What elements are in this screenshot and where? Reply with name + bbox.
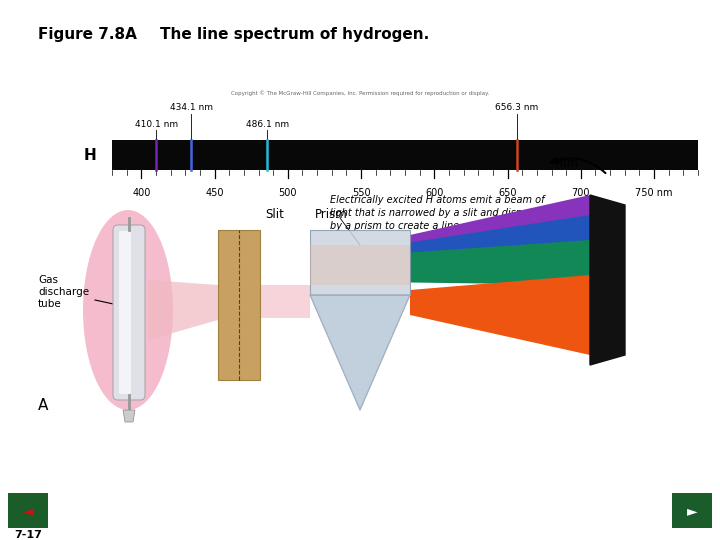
Polygon shape bbox=[310, 230, 410, 295]
Polygon shape bbox=[310, 295, 410, 410]
Text: 750 nm: 750 nm bbox=[635, 188, 672, 198]
Text: ►: ► bbox=[687, 504, 697, 518]
Text: 486.1 nm: 486.1 nm bbox=[246, 120, 289, 129]
Text: Film: Film bbox=[555, 157, 579, 170]
Polygon shape bbox=[410, 195, 590, 247]
Text: The line spectrum of hydrogen.: The line spectrum of hydrogen. bbox=[160, 28, 429, 43]
Text: Slit: Slit bbox=[265, 208, 284, 221]
Text: 700: 700 bbox=[572, 188, 590, 198]
Ellipse shape bbox=[83, 210, 173, 410]
Polygon shape bbox=[590, 195, 625, 365]
Text: 410.1 nm: 410.1 nm bbox=[135, 120, 178, 129]
Polygon shape bbox=[310, 245, 410, 285]
Text: 7-17: 7-17 bbox=[14, 530, 42, 540]
Bar bbox=[672, 493, 712, 528]
FancyBboxPatch shape bbox=[113, 225, 145, 400]
Text: Figure 7.8A: Figure 7.8A bbox=[38, 28, 137, 43]
Polygon shape bbox=[260, 285, 310, 318]
Text: 500: 500 bbox=[279, 188, 297, 198]
Text: ◄: ◄ bbox=[23, 504, 33, 518]
Polygon shape bbox=[410, 240, 590, 285]
Text: A: A bbox=[38, 397, 48, 413]
FancyBboxPatch shape bbox=[119, 231, 131, 394]
Text: 400: 400 bbox=[132, 188, 150, 198]
Text: H: H bbox=[84, 147, 96, 163]
Polygon shape bbox=[410, 275, 590, 355]
Text: 600: 600 bbox=[425, 188, 444, 198]
Text: 434.1 nm: 434.1 nm bbox=[170, 103, 212, 112]
Bar bbox=[8, 493, 48, 528]
Text: 656.3 nm: 656.3 nm bbox=[495, 103, 539, 112]
Text: Electrically excited H atoms emit a beam of
light that is narrowed by a slit and: Electrically excited H atoms emit a beam… bbox=[330, 195, 549, 232]
Bar bbox=[112, 140, 698, 170]
Polygon shape bbox=[410, 215, 590, 258]
Text: Gas
discharge
tube: Gas discharge tube bbox=[38, 275, 89, 308]
Polygon shape bbox=[123, 410, 135, 422]
FancyBboxPatch shape bbox=[218, 230, 260, 380]
Polygon shape bbox=[148, 280, 218, 340]
Text: 450: 450 bbox=[205, 188, 224, 198]
Text: Copyright © The McGraw-Hill Companies, Inc. Permission required for reproduction: Copyright © The McGraw-Hill Companies, I… bbox=[231, 90, 489, 96]
Text: 650: 650 bbox=[498, 188, 517, 198]
Text: 550: 550 bbox=[352, 188, 370, 198]
Text: Prism: Prism bbox=[315, 208, 348, 221]
